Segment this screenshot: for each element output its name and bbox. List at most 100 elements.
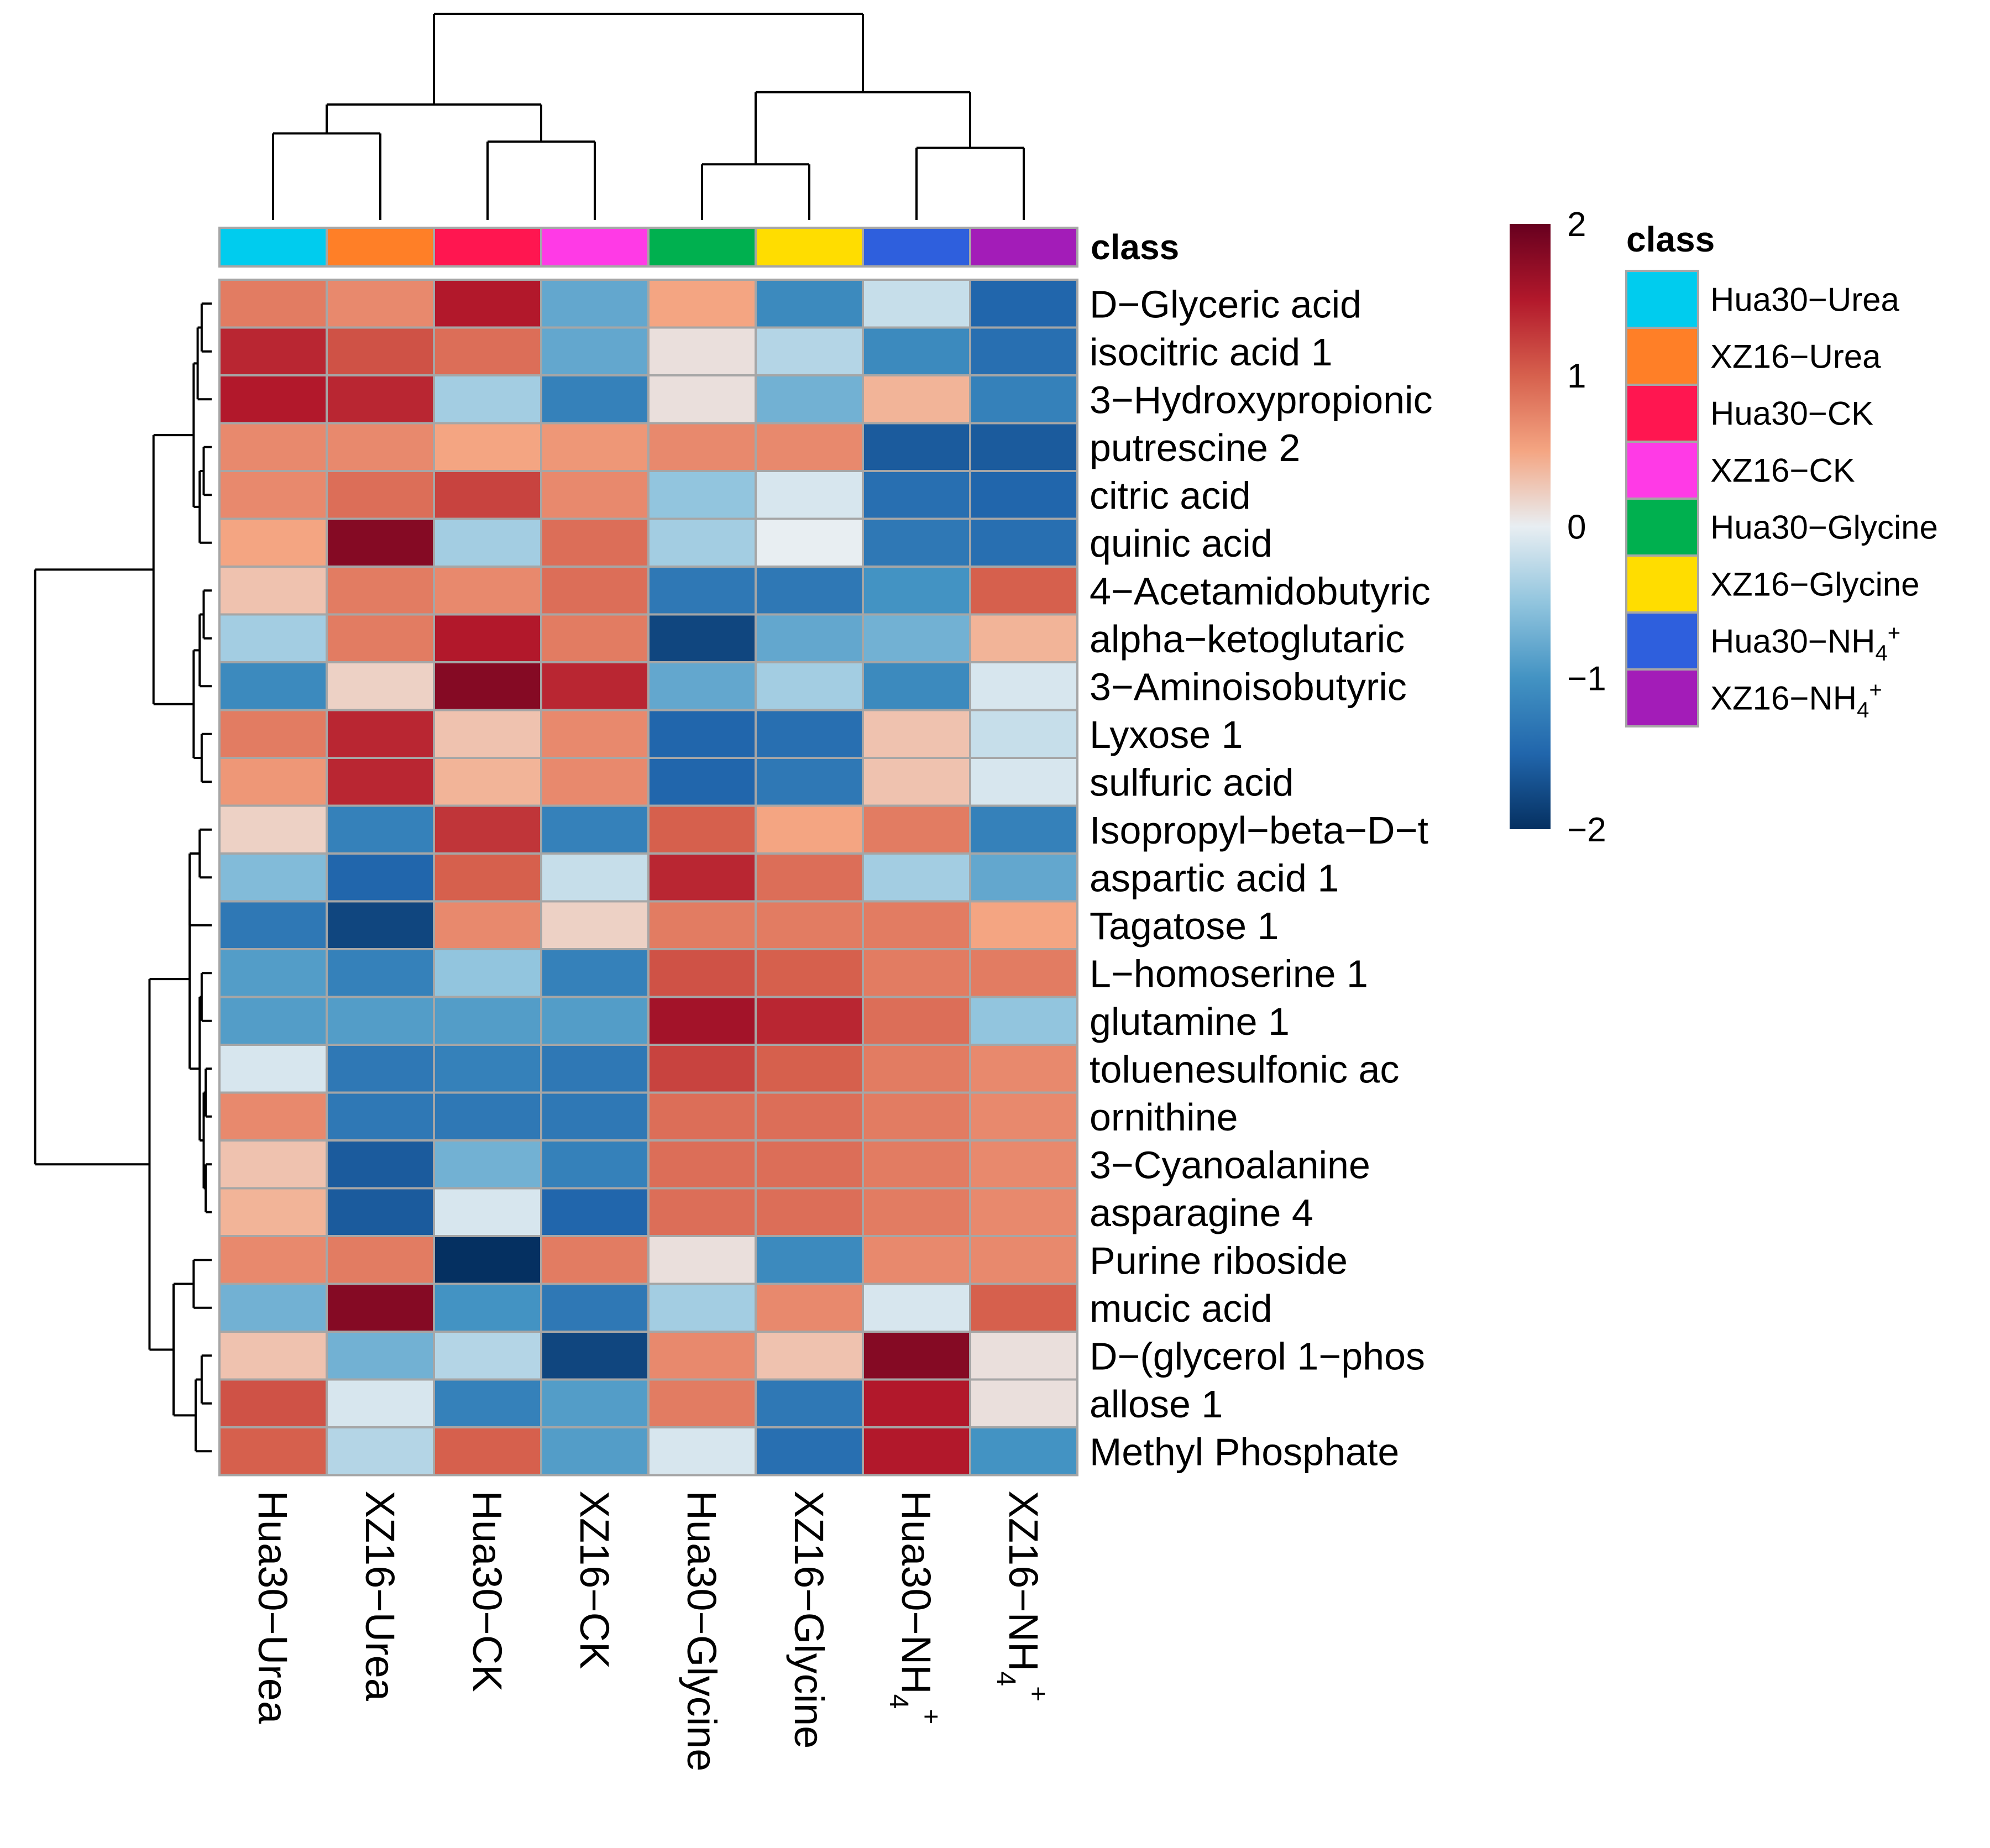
- heatmap-cell-r7-c6: [755, 566, 864, 616]
- heatmap-cell-r20-c5: [647, 1187, 757, 1237]
- heatmap-cell-r24-c4: [540, 1378, 650, 1428]
- heatmap-cell-r19-c2: [326, 1139, 435, 1190]
- heatmap-cell-r3-c1: [218, 374, 328, 425]
- color-scale-tick-label: 0: [1567, 509, 1586, 547]
- heatmap-cell-r10-c3: [433, 709, 542, 759]
- heatmap-cell-r21-c4: [540, 1235, 650, 1285]
- column-label-xz16-glycine: XZ16−Glycine: [786, 1491, 832, 1749]
- class-legend-swatch-hua30-ck: [1625, 384, 1699, 443]
- heatmap-cell-r6-c6: [755, 517, 864, 568]
- heatmap-cell-r20-c6: [755, 1187, 864, 1237]
- heatmap-cell-r4-c3: [433, 422, 542, 472]
- heatmap-cell-r2-c7: [862, 326, 971, 376]
- heatmap-cell-r5-c5: [647, 470, 757, 520]
- heatmap-cell-r25-c6: [755, 1426, 864, 1477]
- heatmap-cell-r12-c2: [326, 804, 435, 855]
- heatmap-cell-r23-c1: [218, 1331, 328, 1381]
- row-label-glutamine-1: glutamine 1: [1090, 1000, 1290, 1043]
- heatmap-cell-r5-c6: [755, 470, 864, 520]
- heatmap-cell-r13-c1: [218, 852, 328, 903]
- heatmap-cell-r19-c4: [540, 1139, 650, 1190]
- row-label-toluenesulfonic-ac: toluenesulfonic ac: [1090, 1048, 1399, 1091]
- heatmap-cell-r25-c1: [218, 1426, 328, 1477]
- row-label-3-hydroxypropionic: 3−Hydroxypropionic: [1090, 378, 1433, 421]
- row-label-purine-riboside: Purine riboside: [1090, 1239, 1348, 1282]
- heatmap-cell-r1-c8: [969, 279, 1078, 329]
- heatmap-cell-r5-c4: [540, 470, 650, 520]
- row-dendrogram: [34, 302, 212, 1453]
- heatmap-cell-r13-c6: [755, 852, 864, 903]
- heatmap-cell-r22-c7: [862, 1282, 971, 1333]
- heatmap-cell-r9-c2: [326, 661, 435, 711]
- heatmap-cell-r10-c4: [540, 709, 650, 759]
- heatmap-cell-r13-c5: [647, 852, 757, 903]
- heatmap-cell-r16-c5: [647, 996, 757, 1046]
- heatmap-cell-r16-c7: [862, 996, 971, 1046]
- heatmap-cell-r2-c3: [433, 326, 542, 376]
- heatmap-cell-r21-c3: [433, 1235, 542, 1285]
- heatmap-cell-r8-c3: [433, 613, 542, 663]
- heatmap-cell-r18-c8: [969, 1091, 1078, 1142]
- heatmap-cell-r11-c1: [218, 757, 328, 807]
- column-label-xz16-nh4: XZ16−NH4+: [991, 1491, 1052, 1702]
- heatmap-cell-r8-c2: [326, 613, 435, 663]
- heatmap-cell-r17-c5: [647, 1044, 757, 1094]
- heatmap-cell-r6-c8: [969, 517, 1078, 568]
- heatmap-cell-r19-c6: [755, 1139, 864, 1190]
- annotation-cell-xz16-nh4: [969, 227, 1078, 268]
- heatmap-cell-r6-c2: [326, 517, 435, 568]
- heatmap-cell-r17-c4: [540, 1044, 650, 1094]
- heatmap-cell-r15-c1: [218, 948, 328, 998]
- heatmap-cell-r2-c8: [969, 326, 1078, 376]
- heatmap-cell-r15-c8: [969, 948, 1078, 998]
- heatmap-cell-r15-c6: [755, 948, 864, 998]
- class-legend-label-hua30-ck: Hua30−CK: [1710, 395, 1873, 432]
- heatmap-cell-r10-c1: [218, 709, 328, 759]
- row-label-quinic-acid: quinic acid: [1090, 522, 1272, 565]
- heatmap-cell-r14-c5: [647, 900, 757, 950]
- class-legend-label-hua30-urea: Hua30−Urea: [1710, 281, 1900, 318]
- heatmap-cell-r17-c8: [969, 1044, 1078, 1094]
- heatmap-cell-r13-c7: [862, 852, 971, 903]
- heatmap-cell-r13-c2: [326, 852, 435, 903]
- heatmap-cell-r23-c3: [433, 1331, 542, 1381]
- heatmap-cell-r6-c1: [218, 517, 328, 568]
- row-label-4-acetamidobutyric: 4−Acetamidobutyric: [1090, 569, 1431, 612]
- heatmap-cell-r16-c1: [218, 996, 328, 1046]
- heatmap-cell-r3-c6: [755, 374, 864, 425]
- class-legend-label-xz16-glycine: XZ16−Glycine: [1710, 566, 1920, 603]
- heatmap-cell-r14-c7: [862, 900, 971, 950]
- heatmap-cell-r7-c7: [862, 566, 971, 616]
- heatmap-cell-r23-c4: [540, 1331, 650, 1381]
- annotation-cell-xz16-glycine: [755, 227, 864, 268]
- heatmap-cell-r7-c4: [540, 566, 650, 616]
- heatmap-cell-r7-c1: [218, 566, 328, 616]
- color-scale-tick-label: −2: [1567, 811, 1606, 849]
- column-label-hua30-ck: Hua30−CK: [464, 1491, 510, 1692]
- heatmap-cell-r22-c3: [433, 1282, 542, 1333]
- row-label-l-homoserine-1: L−homoserine 1: [1090, 952, 1368, 995]
- heatmap-cell-r13-c3: [433, 852, 542, 903]
- heatmap-cell-r7-c2: [326, 566, 435, 616]
- heatmap-cell-r19-c1: [218, 1139, 328, 1190]
- heatmap-cell-r14-c6: [755, 900, 864, 950]
- column-label-xz16-ck: XZ16−CK: [572, 1491, 617, 1669]
- heatmap-cell-r13-c4: [540, 852, 650, 903]
- heatmap-cell-r3-c4: [540, 374, 650, 425]
- class-legend-swatch-xz16-nh4: [1625, 668, 1699, 727]
- heatmap-cell-r22-c2: [326, 1282, 435, 1333]
- heatmap-cell-r11-c4: [540, 757, 650, 807]
- heatmap-cell-r7-c3: [433, 566, 542, 616]
- annotation-title: class: [1091, 227, 1179, 267]
- heatmap-cell-r15-c7: [862, 948, 971, 998]
- row-label-isopropyl-beta-d-t: Isopropyl−beta−D−t: [1090, 809, 1428, 852]
- heatmap-cell-r21-c2: [326, 1235, 435, 1285]
- row-label-lyxose-1: Lyxose 1: [1090, 713, 1243, 756]
- heatmap-cell-r24-c1: [218, 1378, 328, 1428]
- row-label-allose-1: allose 1: [1090, 1383, 1223, 1426]
- heatmap-cell-r25-c8: [969, 1426, 1078, 1477]
- row-label-ornithine: ornithine: [1090, 1096, 1238, 1139]
- heatmap-cell-r20-c3: [433, 1187, 542, 1237]
- heatmap-cell-r14-c2: [326, 900, 435, 950]
